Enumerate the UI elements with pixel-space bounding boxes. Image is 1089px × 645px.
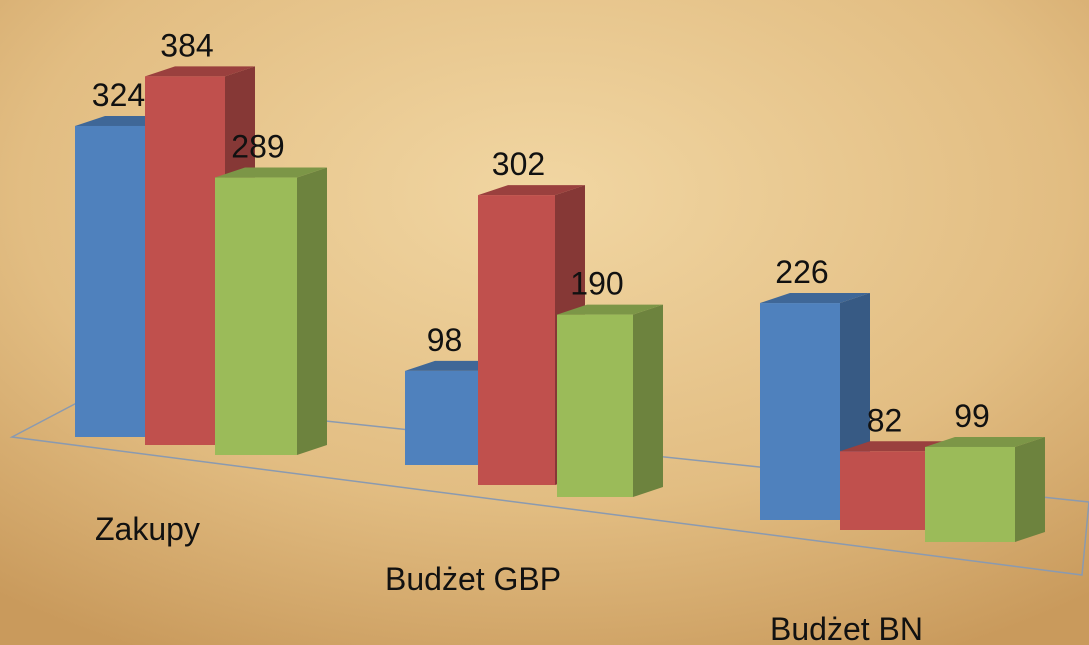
floor: [9, 395, 1089, 576]
bar-front: [75, 125, 158, 438]
x-tick-label: Zakupy: [95, 511, 200, 547]
bar-top: [478, 185, 585, 196]
data-label: 324: [92, 77, 145, 113]
bar-front: [925, 446, 1015, 542]
bar: [557, 304, 663, 497]
data-label: 226: [775, 254, 828, 290]
data-label: 98: [427, 322, 463, 358]
bar-side: [1015, 436, 1045, 542]
bar-top: [925, 436, 1045, 447]
bar-top: [215, 167, 327, 178]
bar-front: [557, 314, 633, 497]
bar-front: [760, 303, 840, 520]
x-tick-label: Budżet BN: [770, 611, 923, 645]
bar-front: [215, 177, 297, 455]
bar-front: [840, 451, 925, 530]
bar-front: [478, 195, 555, 485]
bar-top: [557, 304, 663, 315]
bar-front: [405, 370, 480, 465]
data-label: 190: [570, 266, 623, 302]
data-label: 384: [160, 27, 213, 63]
bar-front: [145, 76, 225, 446]
data-label: 289: [231, 129, 284, 165]
bar-side: [633, 304, 663, 497]
bar-side: [297, 167, 327, 455]
x-tick-label: Budżet GBP: [385, 561, 561, 597]
bar-top: [145, 66, 255, 77]
data-label: 99: [954, 398, 990, 434]
data-label: 302: [492, 146, 545, 182]
bar-top: [760, 293, 870, 304]
bar: [215, 167, 327, 455]
data-label: 82: [867, 402, 903, 438]
bar: [925, 436, 1045, 542]
